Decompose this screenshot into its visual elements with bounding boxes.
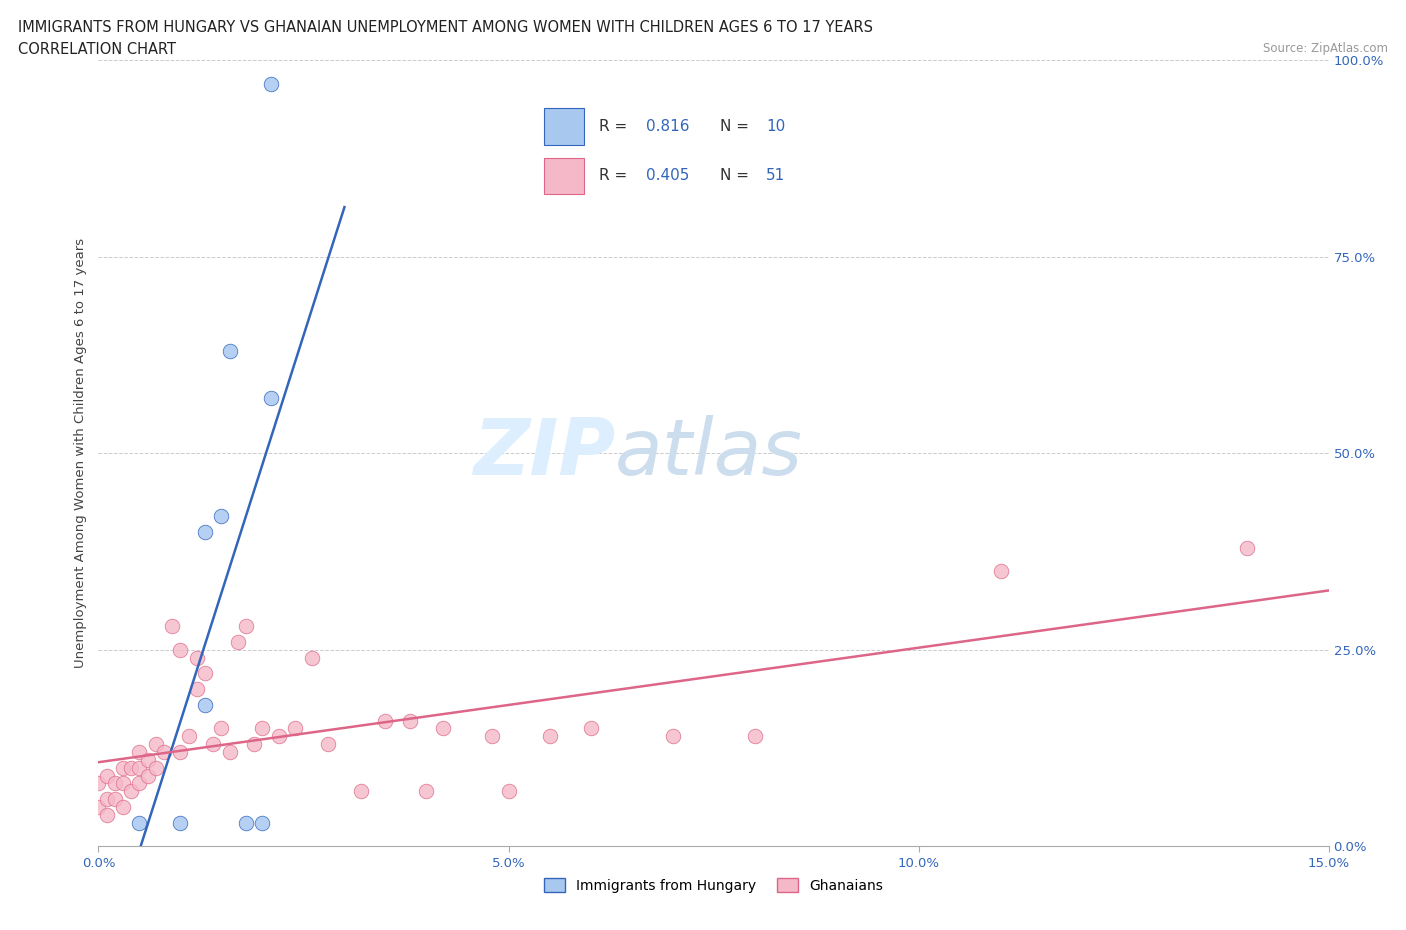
Point: [267, 729, 290, 744]
Text: 10: 10: [766, 119, 786, 134]
Y-axis label: Unemployment Among Women with Children Ages 6 to 17 years: Unemployment Among Women with Children A…: [75, 238, 87, 669]
Point: [162, 618, 184, 633]
Text: IMMIGRANTS FROM HUNGARY VS GHANAIAN UNEMPLOYMENT AMONG WOMEN WITH CHILDREN AGES : IMMIGRANTS FROM HUNGARY VS GHANAIAN UNEM…: [18, 20, 873, 35]
Point: [104, 791, 127, 806]
Point: [498, 784, 520, 799]
Point: [112, 761, 135, 776]
Point: [301, 650, 323, 665]
Point: [990, 564, 1012, 578]
Point: [112, 800, 135, 815]
Point: [120, 761, 142, 776]
Point: [87, 800, 110, 815]
Text: 0.816: 0.816: [645, 119, 689, 134]
Point: [202, 737, 225, 751]
Point: [579, 721, 602, 736]
Text: R =: R =: [599, 119, 633, 134]
Point: [87, 776, 110, 790]
Point: [744, 729, 766, 744]
Point: [194, 698, 217, 712]
Point: [350, 784, 373, 799]
Point: [538, 729, 561, 744]
Point: [128, 816, 150, 830]
Point: [96, 791, 118, 806]
Text: CORRELATION CHART: CORRELATION CHART: [18, 42, 176, 57]
Point: [1236, 540, 1258, 555]
Text: R =: R =: [599, 168, 633, 183]
Point: [661, 729, 683, 744]
Text: N =: N =: [720, 119, 754, 134]
Text: ZIP: ZIP: [472, 416, 616, 491]
Point: [432, 721, 454, 736]
Point: [243, 737, 266, 751]
Point: [186, 682, 208, 697]
Point: [316, 737, 339, 751]
Text: Source: ZipAtlas.com: Source: ZipAtlas.com: [1263, 42, 1388, 55]
Point: [145, 737, 167, 751]
Point: [194, 666, 217, 681]
Text: 0.405: 0.405: [645, 168, 689, 183]
Text: atlas: atlas: [616, 416, 803, 491]
Point: [211, 509, 233, 524]
Point: [481, 729, 503, 744]
FancyBboxPatch shape: [544, 157, 583, 194]
Point: [218, 745, 240, 760]
Point: [169, 816, 191, 830]
Point: [218, 344, 240, 359]
Legend: Immigrants from Hungary, Ghanaians: Immigrants from Hungary, Ghanaians: [538, 872, 889, 898]
Point: [235, 816, 257, 830]
Point: [235, 618, 257, 633]
Point: [252, 721, 274, 736]
Point: [128, 745, 150, 760]
Point: [211, 721, 233, 736]
Point: [128, 761, 150, 776]
FancyBboxPatch shape: [544, 108, 583, 145]
Point: [120, 784, 142, 799]
Point: [252, 816, 274, 830]
Point: [169, 745, 191, 760]
Point: [194, 525, 217, 539]
Point: [260, 391, 283, 405]
Point: [153, 745, 176, 760]
Point: [136, 752, 159, 767]
Point: [128, 776, 150, 790]
Point: [169, 643, 191, 658]
Point: [284, 721, 307, 736]
Point: [112, 776, 135, 790]
Text: N =: N =: [720, 168, 754, 183]
Text: 51: 51: [766, 168, 786, 183]
Point: [186, 650, 208, 665]
Point: [145, 761, 167, 776]
Point: [226, 634, 249, 649]
Point: [415, 784, 437, 799]
Point: [399, 713, 422, 728]
Point: [136, 768, 159, 783]
Point: [374, 713, 396, 728]
Point: [96, 807, 118, 822]
Point: [177, 729, 200, 744]
Point: [260, 76, 283, 91]
Point: [96, 768, 118, 783]
Point: [104, 776, 127, 790]
